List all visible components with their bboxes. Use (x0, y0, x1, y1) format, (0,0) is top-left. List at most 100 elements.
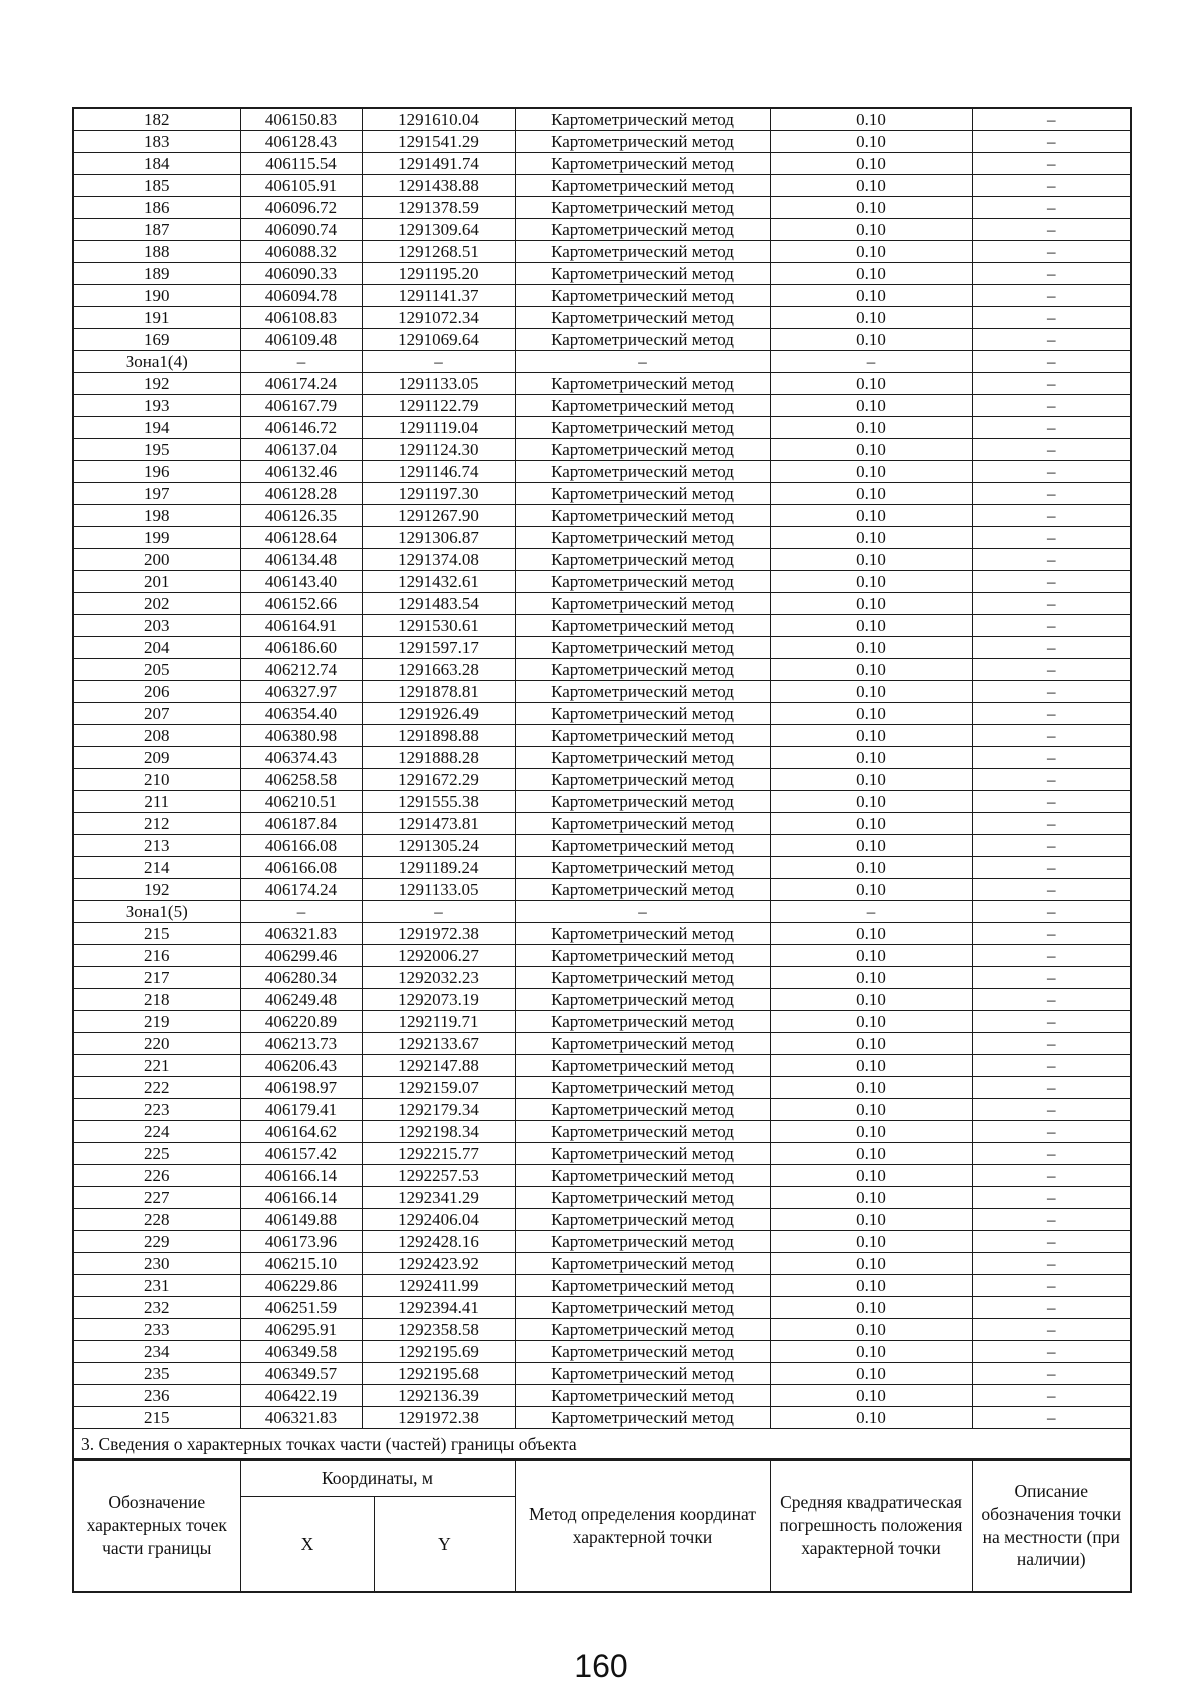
cell-description: – (971, 812, 1132, 835)
table-row: 218 406249.48 1292073.19 Картометрический м… (72, 988, 1132, 1011)
cell-y: 1291072.34 (361, 306, 516, 329)
cell-description: – (971, 856, 1132, 879)
cell-description: – (971, 1076, 1132, 1099)
cell-x: 406134.48 (239, 548, 363, 571)
table-row: 232 406251.59 1292394.41 Картометрический м… (72, 1296, 1132, 1319)
cell-point-number: 232 (72, 1296, 241, 1319)
cell-description: – (971, 570, 1132, 593)
table-row: 230 406215.10 1292423.92 Картометрический м… (72, 1252, 1132, 1275)
cell-point-number: 226 (72, 1164, 241, 1187)
cell-method: Картометрический метод (514, 614, 771, 637)
cell-y: 1291473.81 (361, 812, 516, 835)
cell-point-number: 219 (72, 1010, 241, 1033)
table-row: 217 406280.34 1292032.23 Картометрический м… (72, 966, 1132, 989)
cell-method: Картометрический метод (514, 680, 771, 703)
cell-point-number: 197 (72, 482, 241, 505)
cell-x: 406109.48 (239, 328, 363, 351)
cell-error: 0.10 (769, 834, 973, 857)
cell-error: 0.10 (769, 570, 973, 593)
cell-description: – (971, 1098, 1132, 1121)
table-row: 211 406210.51 1291555.38 Картометрический м… (72, 790, 1132, 813)
cell-method: Картометрический метод (514, 1296, 771, 1319)
cell-error: 0.10 (769, 1142, 973, 1165)
header-description: Описание обозначения точки на местности … (971, 1458, 1132, 1593)
cell-description: – (971, 1032, 1132, 1055)
table-row: 229 406173.96 1292428.16 Картометрический м… (72, 1230, 1132, 1253)
cell-error: 0.10 (769, 1032, 973, 1055)
cell-point-number: 208 (72, 724, 241, 747)
cell-x: 406321.83 (239, 922, 363, 945)
cell-error: 0.10 (769, 614, 973, 637)
cell-error: 0.10 (769, 768, 973, 791)
cell-y: 1291672.29 (361, 768, 516, 791)
table-row: 201 406143.40 1291432.61 Картометрический м… (72, 570, 1132, 593)
header-y: Y (373, 1496, 516, 1593)
cell-error: 0.10 (769, 1010, 973, 1033)
cell-point-number: 230 (72, 1252, 241, 1275)
table-row: 195 406137.04 1291124.30 Картометрический м… (72, 438, 1132, 461)
cell-method: Картометрический метод (514, 372, 771, 395)
cell-x: 406220.89 (239, 1010, 363, 1033)
cell-y: 1291555.38 (361, 790, 516, 813)
cell-error: 0.10 (769, 724, 973, 747)
cell-point-number: 192 (72, 372, 241, 395)
cell-method: Картометрический метод (514, 1010, 771, 1033)
cell-point-number: 184 (72, 152, 241, 175)
cell-x: 406213.73 (239, 1032, 363, 1055)
cell-y: 1292119.71 (361, 1010, 516, 1033)
cell-x: 406166.14 (239, 1186, 363, 1209)
cell-y: 1291530.61 (361, 614, 516, 637)
cell-error: 0.10 (769, 1384, 973, 1407)
cell-x: 406090.33 (239, 262, 363, 285)
cell-point-number: 210 (72, 768, 241, 791)
cell-description: – (971, 614, 1132, 637)
cell-error: 0.10 (769, 174, 973, 197)
cell-point-number: 182 (72, 107, 241, 131)
cell-y: 1292215.77 (361, 1142, 516, 1165)
cell-method: Картометрический метод (514, 768, 771, 791)
cell-method: Картометрический метод (514, 922, 771, 945)
cell-method: Картометрический метод (514, 394, 771, 417)
cell-x: 406380.98 (239, 724, 363, 747)
cell-error: 0.10 (769, 328, 973, 351)
cell-method: Картометрический метод (514, 438, 771, 461)
cell-description: – (971, 284, 1132, 307)
cell-error: 0.10 (769, 130, 973, 153)
zone-row: Зона1(4) – – – – – (72, 350, 1132, 373)
cell-y: 1292136.39 (361, 1384, 516, 1407)
cell-x: 406164.91 (239, 614, 363, 637)
cell-error: 0.10 (769, 218, 973, 241)
cell-x: 406280.34 (239, 966, 363, 989)
table-row: 231 406229.86 1292411.99 Картометрический м… (72, 1274, 1132, 1297)
coordinates-table: 182 406150.83 1291610.04 Картометрический м… (72, 107, 1132, 1462)
table-row: 213 406166.08 1291305.24 Картометрический м… (72, 834, 1132, 857)
cell-x: 406258.58 (239, 768, 363, 791)
cell-description: – (971, 966, 1132, 989)
table-row: 203 406164.91 1291530.61 Картометрический м… (72, 614, 1132, 637)
cell-point-number: 227 (72, 1186, 241, 1209)
cell-description: – (971, 1362, 1132, 1385)
cell-method: Картометрический метод (514, 856, 771, 879)
table-row: 236 406422.19 1292136.39 Картометрический м… (72, 1384, 1132, 1407)
cell-point-number: 231 (72, 1274, 241, 1297)
boundary-points-header-table: Обозначение характерных точек части гран… (72, 1458, 1132, 1593)
cell-point-number: Зона1(4) (72, 350, 241, 373)
cell-method: Картометрический метод (514, 328, 771, 351)
cell-point-number: 189 (72, 262, 241, 285)
cell-y: 1291663.28 (361, 658, 516, 681)
cell-method: – (514, 900, 771, 923)
table-row: 193 406167.79 1291122.79 Картометрический м… (72, 394, 1132, 417)
cell-method: Картометрический метод (514, 284, 771, 307)
cell-description: – (971, 262, 1132, 285)
cell-point-number: 188 (72, 240, 241, 263)
cell-error: 0.10 (769, 922, 973, 945)
cell-y: 1291124.30 (361, 438, 516, 461)
cell-point-number: 223 (72, 1098, 241, 1121)
cell-description: – (971, 1010, 1132, 1033)
cell-method: Картометрический метод (514, 1164, 771, 1187)
cell-point-number: 194 (72, 416, 241, 439)
cell-x: 406206.43 (239, 1054, 363, 1077)
cell-method: Картометрический метод (514, 1274, 771, 1297)
cell-y: 1292198.34 (361, 1120, 516, 1143)
table-row: 215 406321.83 1291972.38 Картометрический м… (72, 922, 1132, 945)
